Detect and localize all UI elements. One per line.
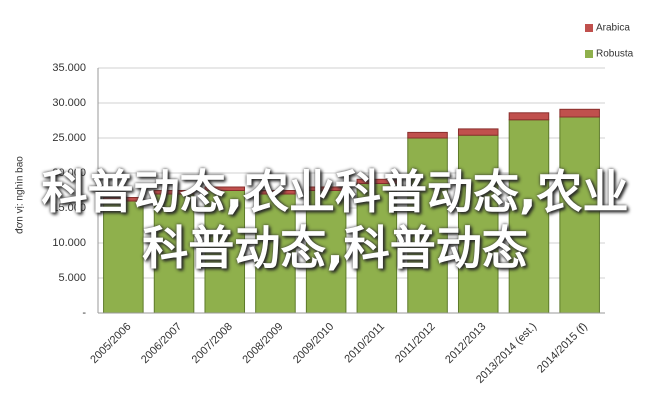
bar-segment <box>103 200 144 314</box>
x-tick-label: 2010/2011 <box>342 321 387 366</box>
x-tick-label: 2014/2015 (f) <box>535 321 590 376</box>
bar-segment <box>356 178 398 185</box>
x-tick-label: 2012/2013 <box>443 321 488 366</box>
x-tick-label: 2011/2012 <box>393 321 438 366</box>
x-tick-label: 2006/2007 <box>139 321 184 366</box>
bar-segment <box>255 190 296 195</box>
x-tick-label: 2005/2006 <box>88 321 133 366</box>
bar-segment <box>305 190 347 314</box>
x-tick-label: 2009/2010 <box>291 321 336 366</box>
y-tick-label: 15.000 <box>52 202 86 214</box>
bar-segment <box>407 131 448 139</box>
bar-segment <box>305 186 347 191</box>
y-tick-label: 25.000 <box>52 132 86 144</box>
y-tick-label: 10.000 <box>52 237 86 249</box>
bar-segment <box>407 137 448 314</box>
bar-segment <box>457 128 499 136</box>
bar-segment <box>356 183 398 314</box>
bar-segment <box>204 186 246 191</box>
x-tick-label: 2008/2009 <box>240 321 285 366</box>
y-tick-label: - <box>82 307 86 319</box>
x-tick-label: 2007/2008 <box>190 321 235 366</box>
bar-segment <box>103 197 144 202</box>
y-tick-label: 20.000 <box>52 167 86 179</box>
bar-segment <box>508 112 550 121</box>
bar-segment <box>559 108 600 118</box>
bar-segment <box>255 193 296 314</box>
legend-label: Robusta <box>596 49 634 60</box>
legend-swatch <box>585 50 593 58</box>
y-axis-label: đơn vị: nghìn bao <box>15 156 26 234</box>
y-tick-label: 5.000 <box>58 272 86 284</box>
bar-segment <box>153 190 195 195</box>
y-tick-label: 30.000 <box>52 97 86 109</box>
bar-segment <box>559 116 600 314</box>
y-tick-label: 35.000 <box>52 62 86 74</box>
bar-segment <box>508 119 550 314</box>
bar-segment <box>204 190 246 314</box>
legend-label: Arabica <box>596 23 630 34</box>
bar-segment <box>153 193 195 314</box>
legend-swatch <box>585 24 593 32</box>
bar-segment <box>457 134 499 314</box>
